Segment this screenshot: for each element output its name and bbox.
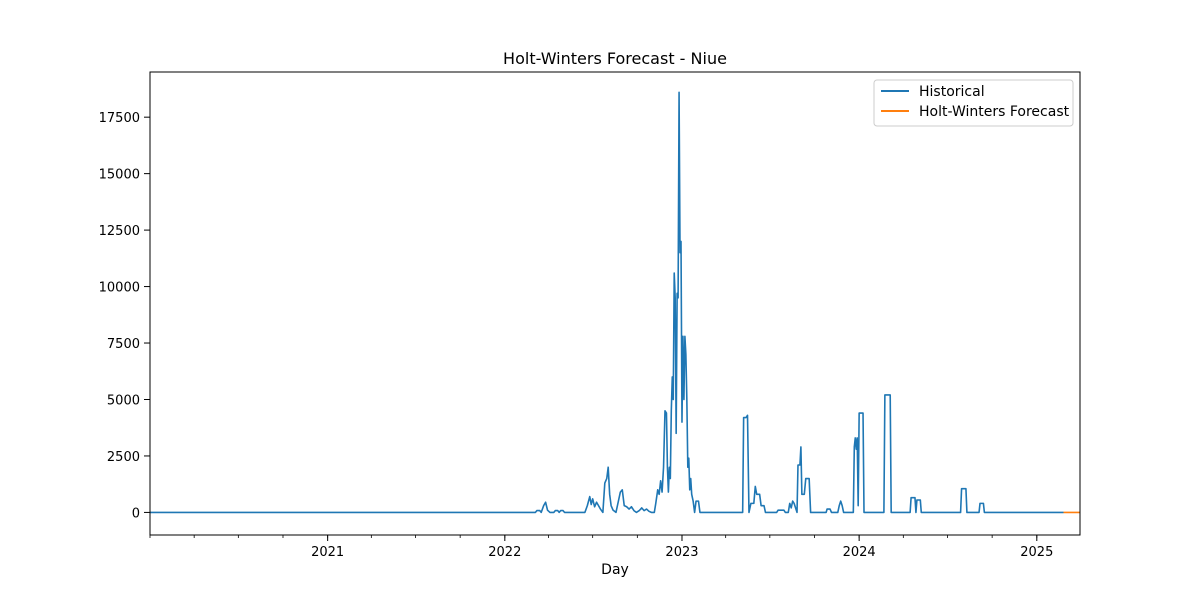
- x-tick-label: 2025: [1020, 545, 1053, 560]
- x-tick-label: 2024: [843, 545, 876, 560]
- legend-label-historical: Historical: [919, 84, 985, 100]
- y-axis: 0 2500 5000 7500 10000 12500 15000 17500: [99, 111, 150, 521]
- x-tick-label: 2021: [311, 545, 344, 560]
- y-tick-label: 0: [132, 506, 140, 521]
- legend-box: [873, 79, 1074, 127]
- y-tick-label: 2500: [107, 450, 140, 465]
- y-tick-label: 17500: [99, 111, 140, 126]
- y-tick-label: 7500: [107, 337, 140, 352]
- plot-frame: [149, 71, 1081, 536]
- x-axis-title: Day: [601, 562, 629, 578]
- chart-title: Holt-Winters Forecast - Niue: [503, 49, 727, 68]
- x-tick-label: 2022: [488, 545, 521, 560]
- x-axis: 2021 2022 2023 2024 2025: [149, 535, 1053, 560]
- series-layer: [150, 91, 1080, 514]
- y-tick-label: 15000: [99, 168, 140, 183]
- legend: Historical Holt-Winters Forecast: [873, 79, 1074, 127]
- series-line-historical: [150, 91, 1064, 514]
- legend-label-forecast: Holt-Winters Forecast: [919, 104, 1070, 120]
- y-tick-label: 5000: [107, 393, 140, 408]
- x-tick-label: 2023: [665, 545, 698, 560]
- y-tick-label: 10000: [99, 281, 140, 296]
- y-tick-label: 12500: [99, 224, 140, 239]
